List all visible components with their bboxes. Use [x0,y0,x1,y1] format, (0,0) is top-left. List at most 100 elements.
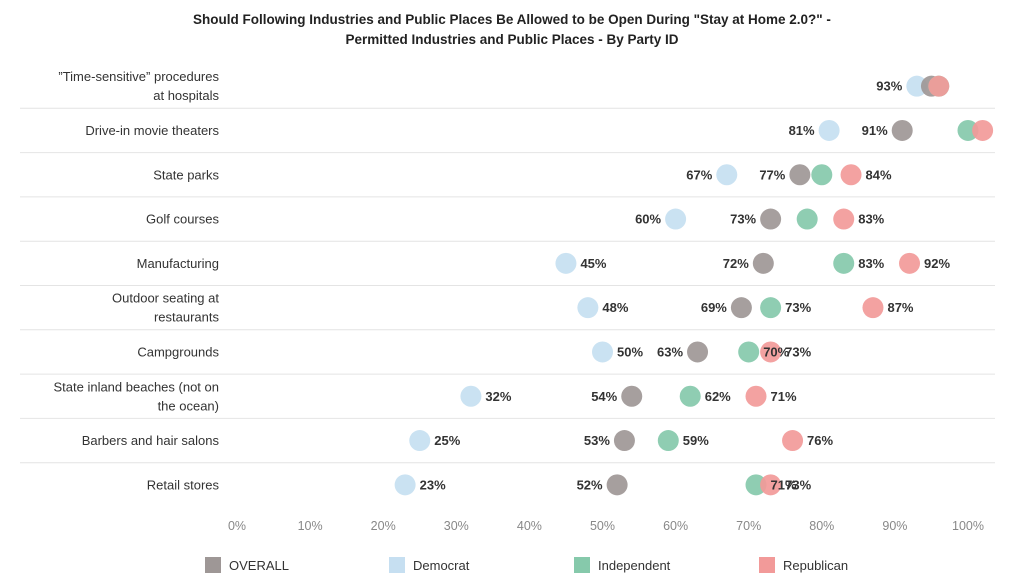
data-label: 71% [771,389,797,404]
category-label-line: at hospitals [153,88,219,103]
dot-democrat [592,341,613,363]
category-label-line: ”Time-sensitive” procedures [58,69,219,84]
x-tick-label: 90% [882,519,907,533]
category-label: Manufacturing [137,256,219,271]
x-tick-label: 30% [444,519,469,533]
legend-label-overall: OVERALL [229,557,289,573]
data-label: 50% [617,344,643,359]
dot-overall [752,252,774,274]
category-label: Outdoor seating at restaurants [112,291,219,325]
legend-label-republican: Republican [783,557,849,573]
dot-republican [928,75,950,97]
category-label: Barbers and hair salons [82,433,220,448]
dot-independent [738,341,760,363]
category-label: ”Time-sensitive” procedures at hospitals [58,69,219,103]
dot-independent [811,164,833,186]
x-tick-label: 70% [736,519,761,533]
data-label: 32% [485,389,511,404]
chart-title-line: Should Following Industries and Public P… [193,12,831,27]
legend-label-democrat: Democrat [413,557,470,573]
data-label: 84% [866,167,892,182]
dot-independent [760,297,782,319]
dot-democrat [577,297,599,319]
dot-overall [687,341,709,363]
legend: OVERALL Democrat Independent Republican [205,555,985,577]
category-label: Campgrounds [137,344,219,359]
category-label-line: Retail stores [147,477,220,492]
dot-republican [862,297,884,319]
dot-overall [789,164,811,186]
category-label-line: Golf courses [146,212,219,227]
dot-overall [730,297,752,319]
data-label: 76% [807,433,833,448]
data-label: 25% [434,433,460,448]
dot-republican [840,164,862,186]
x-tick-label: 10% [298,519,323,533]
data-label: 52% [577,477,603,492]
data-label: 23% [420,477,446,492]
dot-independent [796,208,818,230]
legend-item-democrat: Democrat [389,555,469,575]
category-label-line: Manufacturing [137,256,219,271]
dot-republican [745,385,767,407]
data-label: 54% [591,389,617,404]
dot-republican [760,474,782,496]
x-tick-label: 20% [371,519,396,533]
category-label: Golf courses [146,212,219,227]
dot-independent [745,474,767,496]
data-label: 72% [723,256,749,271]
dot-independent [657,430,679,452]
data-label: 73% [730,212,756,227]
legend-item-overall: OVERALL [205,555,289,575]
dot-democrat [665,208,687,230]
data-label: 73% [785,477,811,492]
dot-democrat [906,75,928,97]
legend-item-republican: Republican [759,555,848,575]
legend-swatch-independent [574,557,590,573]
category-label-line: the ocean) [158,398,219,413]
dot-plot: ”Time-sensitive” procedures at hospitals D… [20,69,995,533]
category-label-line: Drive-in movie theaters [85,123,219,138]
data-label: 87% [887,300,913,315]
category-label: Retail stores [147,477,220,492]
dot-republican [833,208,855,230]
dot-republican [972,119,994,141]
data-label: 71% [771,477,797,492]
x-tick-label: 50% [590,519,615,533]
dot-overall [621,385,643,407]
dot-overall [760,208,782,230]
data-label: 48% [602,300,628,315]
category-label: State parks [153,167,219,182]
dot-independent [679,385,701,407]
data-label: 73% [785,344,811,359]
category-label: State inland beaches (not on the ocean) [53,379,219,413]
dot-overall [891,119,913,141]
chart-subtitle: Permitted Industries and Public Places -… [345,32,679,47]
data-label: 69% [701,300,727,315]
legend-label-independent: Independent [598,557,671,573]
data-label: 93% [876,79,902,94]
category-label: Drive-in movie theaters [85,123,219,138]
data-label: 73% [785,300,811,315]
dot-republican [782,430,804,452]
chart-title: Should Following Industries and Public P… [0,10,1024,50]
data-label: 45% [580,256,606,271]
category-label-line: Barbers and hair salons [82,433,220,448]
x-tick-label: 40% [517,519,542,533]
category-label-line: State parks [153,167,219,182]
data-label: 83% [858,212,884,227]
dot-democrat [460,385,482,407]
legend-swatch-democrat [389,557,405,573]
legend-swatch-overall [205,557,221,573]
data-label: 62% [705,389,731,404]
data-label: 59% [683,433,709,448]
legend-item-independent: Independent [574,555,670,575]
dot-democrat [818,119,840,141]
data-label: 92% [924,256,950,271]
x-tick-label: 100% [952,519,984,533]
x-tick-label: 80% [809,519,834,533]
category-label-line: Outdoor seating at [112,291,219,306]
x-tick-label: 0% [228,519,246,533]
data-label: 63% [657,344,683,359]
category-label-line: Campgrounds [137,344,219,359]
